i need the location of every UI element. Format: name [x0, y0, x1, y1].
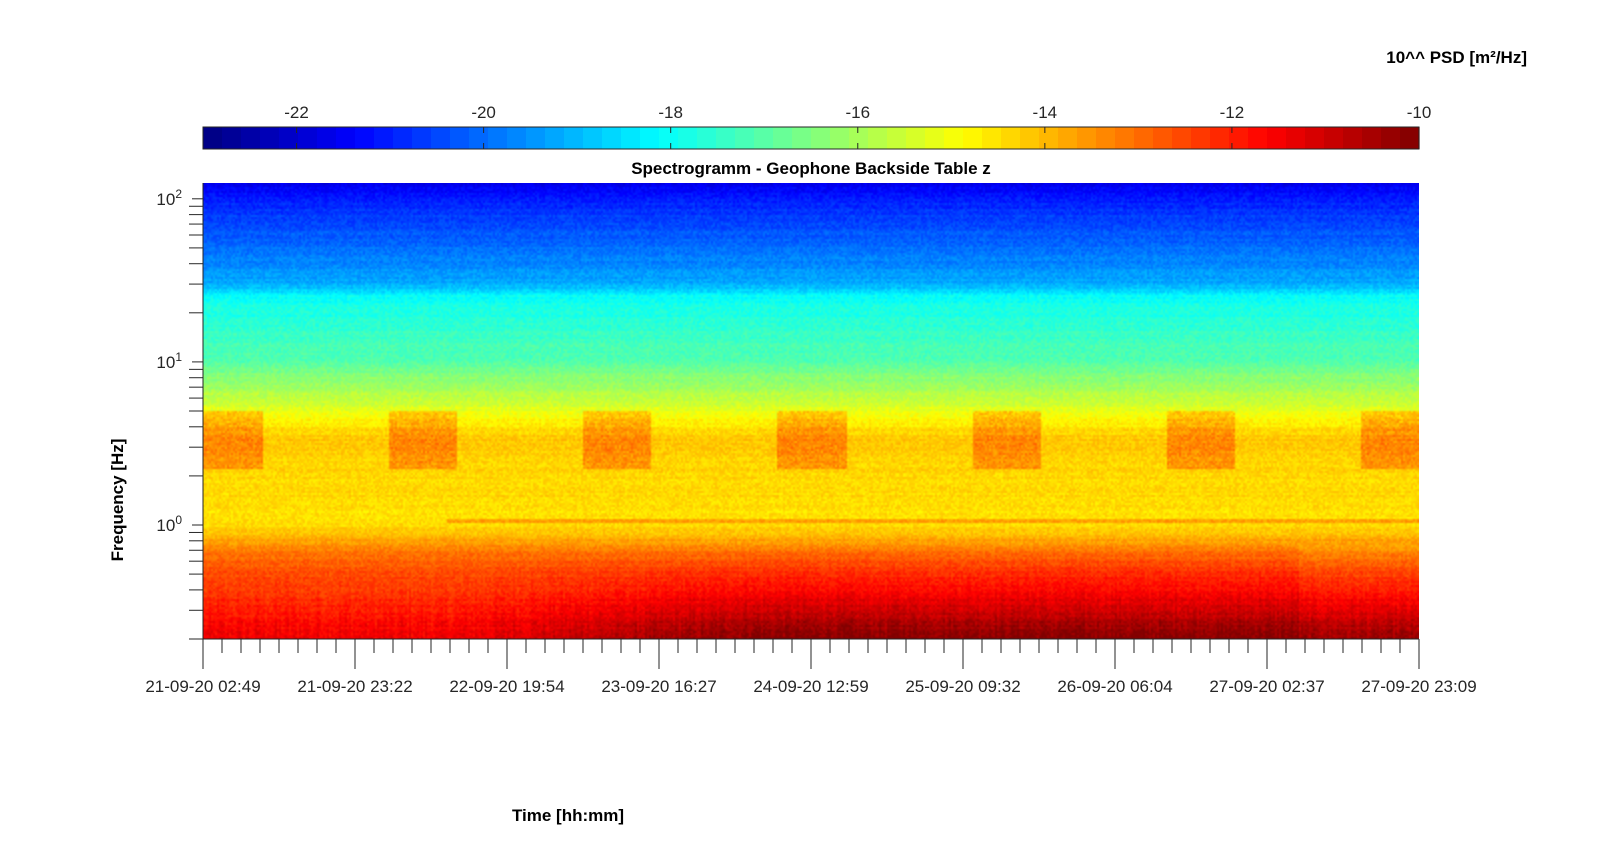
colorbar-tick-label: -18 — [658, 103, 683, 122]
colorbar-swatch — [431, 127, 451, 149]
colorbar-swatch — [336, 127, 356, 149]
y-axis: 100 101 102 — [156, 183, 204, 640]
colorbar-swatch — [1001, 127, 1021, 149]
colorbar-frame — [202, 126, 1420, 150]
colorbar-swatch — [849, 127, 869, 149]
colorbar-swatch — [222, 127, 242, 149]
x-tick-label: 27-09-20 02:37 — [1209, 677, 1324, 696]
colorbar-swatch — [450, 127, 470, 149]
colorbar-swatch — [792, 127, 812, 149]
colorbar-tick-label: -14 — [1033, 103, 1058, 122]
colorbar-swatch — [1229, 127, 1249, 149]
x-tick-label: 21-09-20 02:49 — [145, 677, 260, 696]
colorbar-swatch — [1362, 127, 1382, 149]
colorbar-swatch — [488, 127, 508, 149]
x-tick-label: 25-09-20 09:32 — [905, 677, 1020, 696]
colorbar-swatch — [412, 127, 432, 149]
colorbar-swatch — [545, 127, 565, 149]
colorbar-swatch — [298, 127, 318, 149]
x-tick-label: 24-09-20 12:59 — [753, 677, 868, 696]
colorbar-swatch — [260, 127, 280, 149]
colorbar-swatch — [1153, 127, 1173, 149]
colorbar-swatch — [640, 127, 660, 149]
colorbar-swatch — [773, 127, 793, 149]
colorbar-blocks — [203, 127, 1420, 149]
colorbar-swatch — [868, 127, 888, 149]
y-tick-label: 102 — [156, 187, 182, 209]
colorbar-swatch — [1096, 127, 1116, 149]
colorbar-swatch — [887, 127, 907, 149]
x-tick-label: 27-09-20 23:09 — [1361, 677, 1476, 696]
colorbar-swatch — [1248, 127, 1268, 149]
colorbar-swatch — [697, 127, 717, 149]
colorbar: -22 -20 -18 -16 -14 -12 -10 — [202, 103, 1431, 150]
colorbar-tick-label: -20 — [471, 103, 496, 122]
y-axis-label: Frequency [Hz] — [108, 439, 127, 562]
colorbar-tick-label: -22 — [284, 103, 309, 122]
colorbar-label: 10^^ PSD [m²/Hz] — [1386, 48, 1527, 67]
colorbar-swatch — [355, 127, 375, 149]
colorbar-swatch — [621, 127, 641, 149]
colorbar-tick-label: -12 — [1220, 103, 1245, 122]
colorbar-swatch — [944, 127, 964, 149]
x-tick-label: 26-09-20 06:04 — [1057, 677, 1172, 696]
colorbar-swatch — [393, 127, 413, 149]
colorbar-swatch — [1305, 127, 1325, 149]
y-tick-label: 100 — [156, 513, 182, 535]
colorbar-swatch — [526, 127, 546, 149]
colorbar-swatch — [963, 127, 983, 149]
colorbar-swatch — [830, 127, 850, 149]
x-axis: 21-09-20 02:49 21-09-20 23:22 22-09-20 19:… — [145, 638, 1477, 696]
colorbar-swatch — [469, 127, 489, 149]
colorbar-tick-label: -10 — [1407, 103, 1432, 122]
colorbar-swatch — [317, 127, 337, 149]
colorbar-swatch — [602, 127, 622, 149]
colorbar-swatch — [982, 127, 1002, 149]
colorbar-swatch — [678, 127, 698, 149]
colorbar-swatch — [1115, 127, 1135, 149]
colorbar-swatch — [241, 127, 261, 149]
spectrogram-heatmap — [203, 183, 1419, 639]
colorbar-swatch — [1381, 127, 1401, 149]
colorbar-swatch — [1077, 127, 1097, 149]
colorbar-swatch — [925, 127, 945, 149]
colorbar-swatch — [716, 127, 736, 149]
x-tick-label: 22-09-20 19:54 — [449, 677, 564, 696]
x-tick-label: 23-09-20 16:27 — [601, 677, 716, 696]
colorbar-swatch — [1210, 127, 1230, 149]
colorbar-swatch — [659, 127, 679, 149]
colorbar-swatch — [1020, 127, 1040, 149]
colorbar-swatch — [1267, 127, 1287, 149]
colorbar-swatch — [374, 127, 394, 149]
plot-area — [203, 183, 1419, 639]
colorbar-swatch — [203, 127, 223, 149]
colorbar-swatch — [811, 127, 831, 149]
colorbar-swatch — [1400, 127, 1420, 149]
x-tick-label: 21-09-20 23:22 — [297, 677, 412, 696]
colorbar-swatch — [1058, 127, 1078, 149]
colorbar-swatch — [735, 127, 755, 149]
colorbar-swatch — [754, 127, 774, 149]
colorbar-swatch — [1039, 127, 1059, 149]
colorbar-swatch — [906, 127, 926, 149]
colorbar-swatch — [564, 127, 584, 149]
colorbar-swatch — [1343, 127, 1363, 149]
colorbar-swatch — [507, 127, 527, 149]
chart-title: Spectrogramm - Geophone Backside Table z — [631, 159, 991, 178]
y-tick-label: 101 — [156, 350, 182, 372]
colorbar-tick-label: -16 — [845, 103, 870, 122]
colorbar-swatch — [1324, 127, 1344, 149]
colorbar-ticks: -22 -20 -18 -16 -14 -12 -10 — [284, 103, 1431, 149]
colorbar-swatch — [1172, 127, 1192, 149]
x-axis-label: Time [hh:mm] — [512, 806, 624, 825]
colorbar-swatch — [1134, 127, 1154, 149]
colorbar-swatch — [1286, 127, 1306, 149]
colorbar-swatch — [583, 127, 603, 149]
colorbar-swatch — [1191, 127, 1211, 149]
colorbar-swatch — [279, 127, 299, 149]
